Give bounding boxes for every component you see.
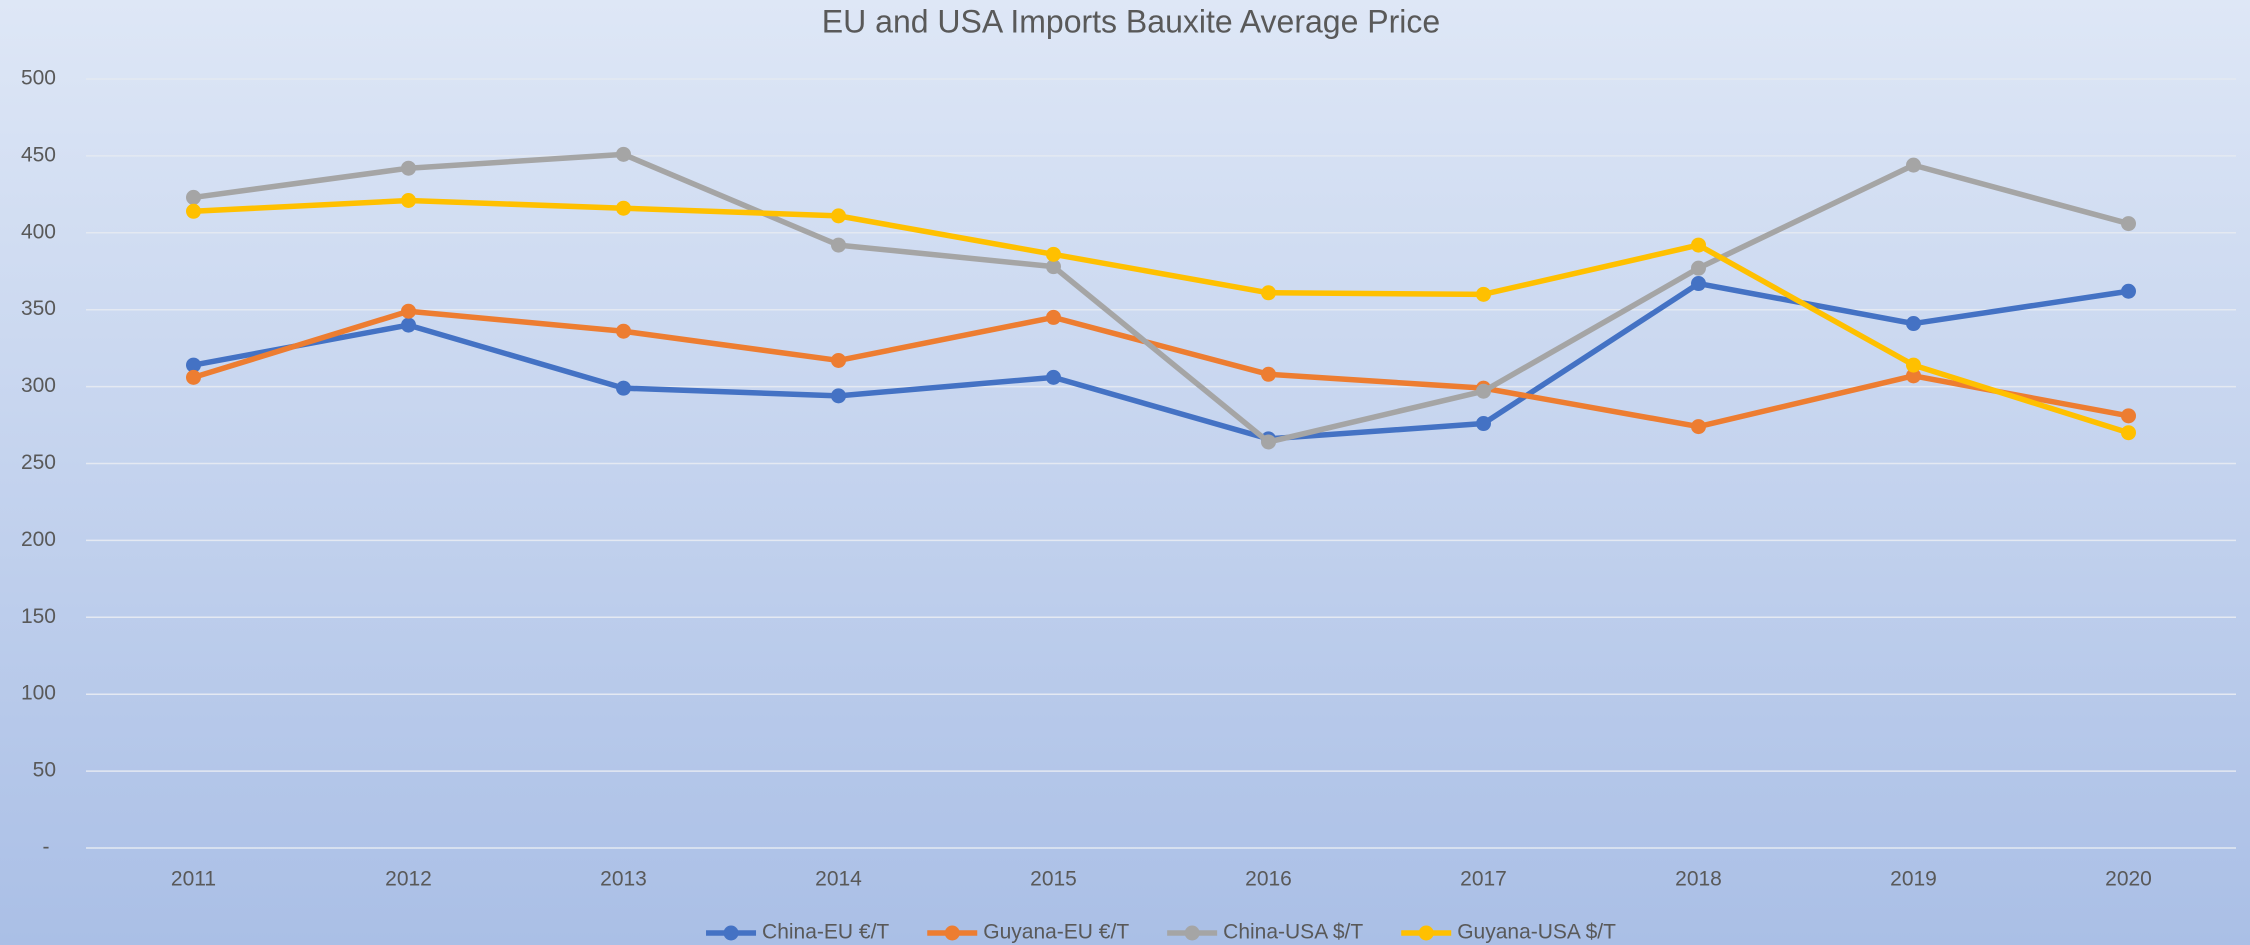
x-tick-label: 2014 xyxy=(815,868,862,891)
x-tick-label: 2019 xyxy=(1890,868,1937,891)
x-tick-label: 2011 xyxy=(171,868,216,891)
data-point xyxy=(1906,368,1921,384)
data-point xyxy=(1261,434,1276,450)
data-point xyxy=(1906,357,1921,373)
data-point xyxy=(401,303,416,319)
legend-label: Guyana-USA $/T xyxy=(1457,921,1616,944)
data-point xyxy=(1691,237,1706,253)
data-point xyxy=(831,237,846,253)
series-line xyxy=(190,308,2132,430)
series-line xyxy=(190,197,2132,436)
data-point xyxy=(1906,157,1921,173)
y-tick-label: 350 xyxy=(21,297,56,320)
data-point xyxy=(1476,383,1491,399)
legend-item: China-USA $/T xyxy=(1167,921,1363,944)
data-point xyxy=(616,146,631,162)
x-tick-label: 2020 xyxy=(2105,868,2152,891)
legend-item: China-EU €/T xyxy=(706,921,889,944)
x-tick-label: 2012 xyxy=(385,868,432,891)
data-point xyxy=(1046,246,1061,262)
data-point xyxy=(186,189,201,205)
data-point xyxy=(401,317,416,333)
data-point xyxy=(2121,216,2136,232)
y-tick-label: 300 xyxy=(21,374,56,397)
y-tick-label: 250 xyxy=(21,451,56,474)
y-tick-label: 400 xyxy=(21,220,56,243)
data-point xyxy=(616,380,631,396)
legend-swatch-marker xyxy=(944,925,960,941)
data-point xyxy=(831,352,846,368)
x-tick-label: 2016 xyxy=(1245,868,1292,891)
legend-label: Guyana-EU €/T xyxy=(983,921,1129,944)
data-point xyxy=(2121,408,2136,424)
data-point xyxy=(186,203,201,219)
data-point xyxy=(1476,416,1491,432)
data-point xyxy=(2121,425,2136,441)
data-point xyxy=(1691,260,1706,276)
y-tick-label: 450 xyxy=(21,143,56,166)
x-tick-label: 2013 xyxy=(600,868,647,891)
data-point xyxy=(831,208,846,224)
y-tick-label: 200 xyxy=(21,528,56,551)
legend-item: Guyana-USA $/T xyxy=(1401,921,1616,944)
data-point xyxy=(1046,309,1061,325)
data-point xyxy=(1691,419,1706,435)
data-point xyxy=(186,357,201,373)
y-tick-label: 150 xyxy=(21,605,56,628)
data-point xyxy=(401,160,416,176)
x-tick-label: 2017 xyxy=(1460,868,1507,891)
x-tick-label: 2018 xyxy=(1675,868,1722,891)
x-tick-label: 2015 xyxy=(1030,868,1077,891)
data-point xyxy=(401,193,416,209)
legend-label: China-EU €/T xyxy=(762,921,889,944)
data-point xyxy=(2121,283,2136,299)
data-point xyxy=(1906,316,1921,332)
legend: China-EU €/T Guyana-EU €/T China-USA $/T Gu… xyxy=(706,921,1616,944)
series-line xyxy=(190,151,2132,445)
data-point xyxy=(1261,366,1276,382)
legend-swatch-marker xyxy=(723,925,739,941)
data-point xyxy=(616,323,631,339)
data-point xyxy=(831,388,846,404)
y-tick-label: - xyxy=(43,836,50,859)
legend-item: Guyana-EU €/T xyxy=(927,921,1129,944)
data-point xyxy=(1046,259,1061,275)
legend-swatch-marker xyxy=(1184,925,1200,941)
data-point xyxy=(1261,285,1276,301)
y-tick-label: 500 xyxy=(21,67,56,90)
data-point xyxy=(186,369,201,385)
legend-swatch-marker xyxy=(1418,925,1434,941)
data-point xyxy=(1691,276,1706,292)
data-point xyxy=(1046,369,1061,385)
legend-label: China-USA $/T xyxy=(1223,921,1363,944)
data-point xyxy=(616,200,631,216)
y-tick-label: 100 xyxy=(21,682,56,705)
chart-title: EU and USA Imports Bauxite Average Price xyxy=(822,3,1440,39)
data-point xyxy=(1476,286,1491,302)
y-tick-label: 50 xyxy=(33,759,56,782)
